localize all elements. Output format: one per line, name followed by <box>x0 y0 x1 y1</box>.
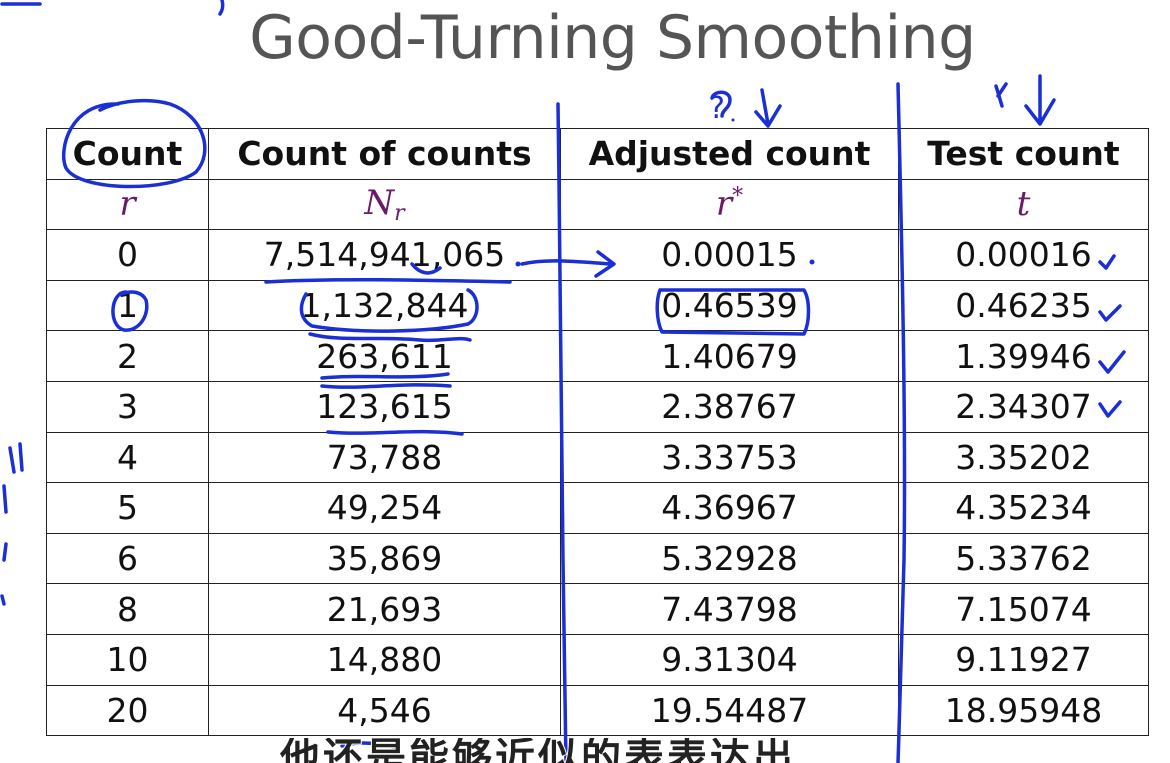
cell-count: 3 <box>46 380 209 433</box>
cell-test-count: 5.33762 <box>898 532 1149 585</box>
cell-count-of-counts: 7,514,941,065 <box>208 229 561 281</box>
cell-adjusted-count: 4.36967 <box>560 482 899 534</box>
cell-test-count: 18.95948 <box>898 684 1149 737</box>
down-arrow-adjusted <box>754 88 782 128</box>
down-arrow-test <box>1024 74 1056 126</box>
good-turing-table: Count Count of counts Adjusted count Tes… <box>46 128 1149 737</box>
table-row: 0 7,514,941,065 0.00015 0.00016 <box>46 229 1149 281</box>
cell-test-count: 2.34307 <box>898 380 1149 433</box>
cell-count-of-counts: 73,788 <box>208 431 561 484</box>
symbol-r: r <box>46 178 209 231</box>
cell-adjusted-count: 7.43798 <box>560 583 899 635</box>
table-row: 3 123,615 2.38767 2.34307 <box>46 380 1149 433</box>
cell-count: 2 <box>46 330 209 382</box>
cell-count: 0 <box>46 229 209 281</box>
cell-test-count: 3.35202 <box>898 431 1149 484</box>
video-subtitle: 他还是能够近似的表表达出 <box>280 738 900 763</box>
header-adjusted-count: Adjusted count <box>560 128 899 180</box>
symbol-r-star-superscript: * <box>732 184 744 210</box>
cell-test-count: 0.00016 <box>898 229 1149 281</box>
cell-adjusted-count: 3.33753 <box>560 431 899 484</box>
cell-test-count: 4.35234 <box>898 482 1149 534</box>
cell-count: 1 <box>46 279 209 332</box>
cell-test-count: 7.15074 <box>898 583 1149 635</box>
symbol-n-base: N <box>364 182 395 223</box>
cell-count-of-counts: 21,693 <box>208 583 561 635</box>
cell-adjusted-count: 19.54487 <box>560 684 899 737</box>
table-row: 1 1,132,844 0.46539 0.46235 <box>46 279 1149 332</box>
cell-count: 8 <box>46 583 209 635</box>
cell-count: 4 <box>46 431 209 484</box>
symbol-n-r: Nr <box>208 178 561 231</box>
table-row: 5 49,254 4.36967 4.35234 <box>46 482 1149 534</box>
table-row: 20 4,546 19.54487 18.95948 <box>46 684 1149 737</box>
table-row: 8 21,693 7.43798 7.15074 <box>46 583 1149 635</box>
header-test-count: Test count <box>898 128 1149 180</box>
slide-title: Good-Turning Smoothing <box>249 3 976 73</box>
cell-test-count: 0.46235 <box>898 279 1149 332</box>
header-count-of-counts: Count of counts <box>208 128 561 180</box>
table-row: 2 263,611 1.40679 1.39946 <box>46 330 1149 382</box>
down-arrow-test-small <box>994 82 1008 108</box>
cell-count: 6 <box>46 532 209 585</box>
table-row: 4 73,788 3.33753 3.35202 <box>46 431 1149 484</box>
cell-count-of-counts: 4,546 <box>208 684 561 737</box>
cell-test-count: 9.11927 <box>898 633 1149 686</box>
subtitle-text: 他还是能够近似的表表达出 <box>280 738 796 763</box>
symbol-t: t <box>898 178 1149 231</box>
symbol-n-subscript: r <box>394 200 405 226</box>
cell-test-count: 1.39946 <box>898 330 1149 382</box>
cell-count-of-counts: 123,615 <box>208 380 561 433</box>
symbol-r-star-base: r <box>715 184 733 225</box>
cell-adjusted-count: 9.31304 <box>560 633 899 686</box>
cell-adjusted-count: 1.40679 <box>560 330 899 382</box>
table-row: 10 14,880 9.31304 9.11927 <box>46 633 1149 686</box>
cell-count: 5 <box>46 482 209 534</box>
cell-adjusted-count: 5.32928 <box>560 532 899 585</box>
cell-count: 20 <box>46 684 209 737</box>
cell-adjusted-count: 0.00015 <box>560 229 899 281</box>
header-count: Count <box>46 128 209 180</box>
header-row: Count Count of counts Adjusted count Tes… <box>46 128 1149 180</box>
symbol-row: r Nr r* t <box>46 178 1149 231</box>
cell-count-of-counts: 49,254 <box>208 482 561 534</box>
cell-count-of-counts: 14,880 <box>208 633 561 686</box>
cell-count-of-counts: 1,132,844 <box>208 279 561 332</box>
cell-adjusted-count: 0.46539 <box>560 279 899 332</box>
table-row: 6 35,869 5.32928 5.33762 <box>46 532 1149 585</box>
cell-count: 10 <box>46 633 209 686</box>
cell-adjusted-count: 2.38767 <box>560 380 899 433</box>
cell-count-of-counts: 35,869 <box>208 532 561 585</box>
symbol-r-star: r* <box>560 178 899 231</box>
cell-count-of-counts: 263,611 <box>208 330 561 382</box>
question-mark-annotation: ? <box>709 91 725 126</box>
